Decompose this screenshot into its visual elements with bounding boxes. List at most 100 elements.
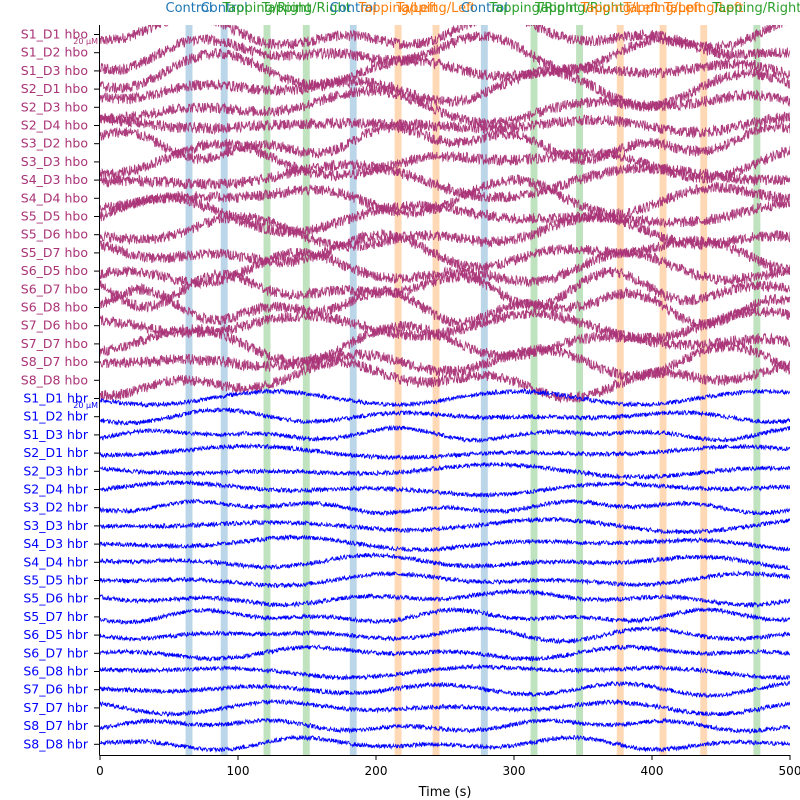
channel-label: S5_D6 hbo [21, 227, 88, 242]
annotation-span-tapping-left [659, 25, 667, 755]
annotation-span-tapping-right [576, 25, 583, 755]
channel-label: S7_D6 hbr [23, 682, 89, 697]
channel-trace [100, 588, 790, 609]
channel-label: S7_D6 hbo [21, 318, 88, 333]
channel-label: S1_D1 hbr [23, 391, 89, 406]
channel-trace [100, 65, 790, 112]
channel-label: S8_D8 hbr [23, 736, 89, 751]
channel-trace [100, 159, 790, 203]
scale-bar-label: 20 μM [73, 37, 98, 46]
x-tick-label: 300 [503, 764, 526, 778]
channel-trace [100, 734, 790, 753]
channel-trace [100, 111, 790, 139]
channel-label: S2_D1 hbr [23, 445, 89, 460]
channel-trace [100, 461, 790, 481]
annotation-label: Tapping/Right [534, 1, 624, 16]
channel-label: S2_D4 hbr [23, 482, 89, 497]
annotation-span-tapping-left [700, 25, 708, 755]
channel-label: S4_D3 hbo [21, 172, 88, 187]
channel-trace [100, 606, 790, 625]
channel-trace [100, 85, 790, 129]
annotation-label: Tapping/Left [663, 1, 743, 16]
annotation-label: Control [461, 1, 508, 16]
annotation-label: Tapping/Left [580, 1, 660, 16]
channel-label: S2_D1 hbo [21, 81, 88, 96]
channel-trace [100, 717, 790, 735]
channel-label: S7_D7 hbr [23, 700, 89, 715]
channel-label: S3_D2 hbr [23, 500, 89, 515]
channel-trace [100, 406, 790, 426]
annotation-label: Tapping/Right [711, 1, 800, 16]
channel-label: S2_D4 hbo [21, 118, 88, 133]
annotation-label: Tapping/Right [261, 1, 351, 16]
annotation-span-control [185, 25, 193, 755]
channel-trace [100, 119, 790, 166]
channel-label: S5_D7 hbo [21, 245, 88, 260]
annotation-label: Control [166, 1, 213, 16]
annotation-span-control [480, 25, 488, 755]
x-tick-label: 400 [641, 764, 664, 778]
channel-trace [100, 339, 790, 381]
channel-trace [100, 442, 790, 461]
channel-label: S6_D7 hbr [23, 645, 89, 660]
x-tick-label: 500 [779, 764, 800, 778]
channel-label: S4_D4 hbo [21, 190, 88, 205]
annotation-span-tapping-left [432, 25, 440, 755]
channel-trace [100, 30, 790, 76]
annotation-span-control [220, 25, 228, 755]
channel-label: S1_D2 hbo [21, 45, 88, 60]
channel-trace [100, 479, 790, 499]
channel-trace [100, 247, 790, 290]
channel-label: S6_D8 hbr [23, 664, 89, 679]
annotation-label: Control [330, 1, 377, 16]
channel-trace [100, 680, 790, 699]
channel-label: S4_D4 hbr [23, 554, 89, 569]
channel-trace [100, 643, 790, 663]
annotation-label: Tapping/Left [357, 1, 437, 16]
annotation-label: Tapping/Left [395, 1, 475, 16]
annotation-label: Tapping/Right [221, 1, 311, 16]
channel-trace [100, 282, 790, 331]
annotation-label: Tapping/Right [489, 1, 579, 16]
channel-trace [100, 424, 790, 444]
channel-label: S1_D2 hbr [23, 409, 89, 424]
channel-label: S8_D8 hbo [21, 372, 88, 387]
channel-trace [100, 534, 790, 553]
channel-label: S4_D3 hbr [23, 536, 89, 551]
x-tick-label: 0 [96, 764, 104, 778]
scale-bar-label: 20 μM [73, 401, 98, 410]
channel-label: S7_D7 hbo [21, 336, 88, 351]
channel-label: S1_D1 hbo [21, 27, 88, 42]
channel-label: S3_D3 hbr [23, 518, 89, 533]
channel-trace [100, 570, 790, 589]
channel-label: S5_D5 hbo [21, 209, 88, 224]
channel-trace [100, 516, 790, 535]
annotation-spans [185, 25, 761, 755]
channel-label: S8_D7 hbo [21, 354, 88, 369]
x-axis-label: Time (s) [418, 785, 472, 800]
annotation-labels: ControlControlTapping/RightTapping/Right… [166, 1, 800, 16]
annotation-span-control [349, 25, 357, 755]
x-tick-label: 100 [227, 764, 250, 778]
x-ticks: 0 100 200 300 400 500 [96, 755, 800, 778]
annotation-span-tapping-right [302, 25, 310, 755]
channel-trace [100, 47, 790, 94]
channel-trace [100, 357, 790, 404]
channel-trace [100, 228, 790, 275]
channel-trace [100, 174, 790, 220]
channel-label: S2_D3 hbr [23, 463, 89, 478]
annotation-span-tapping-left [616, 25, 624, 755]
channel-label: S6_D7 hbo [21, 281, 88, 296]
channel-trace [100, 193, 790, 237]
channel-label: S3_D3 hbo [21, 154, 88, 169]
channel-label: S1_D3 hbo [21, 63, 88, 78]
channel-trace [100, 625, 790, 645]
channel-label: S6_D8 hbo [21, 300, 88, 315]
annotation-span-tapping-left [394, 25, 402, 755]
channel-traces [100, 25, 790, 753]
channel-trace [100, 266, 790, 313]
channel-label: S6_D5 hbr [23, 627, 89, 642]
channel-label: S6_D5 hbo [21, 263, 88, 278]
channel-trace [100, 306, 790, 344]
